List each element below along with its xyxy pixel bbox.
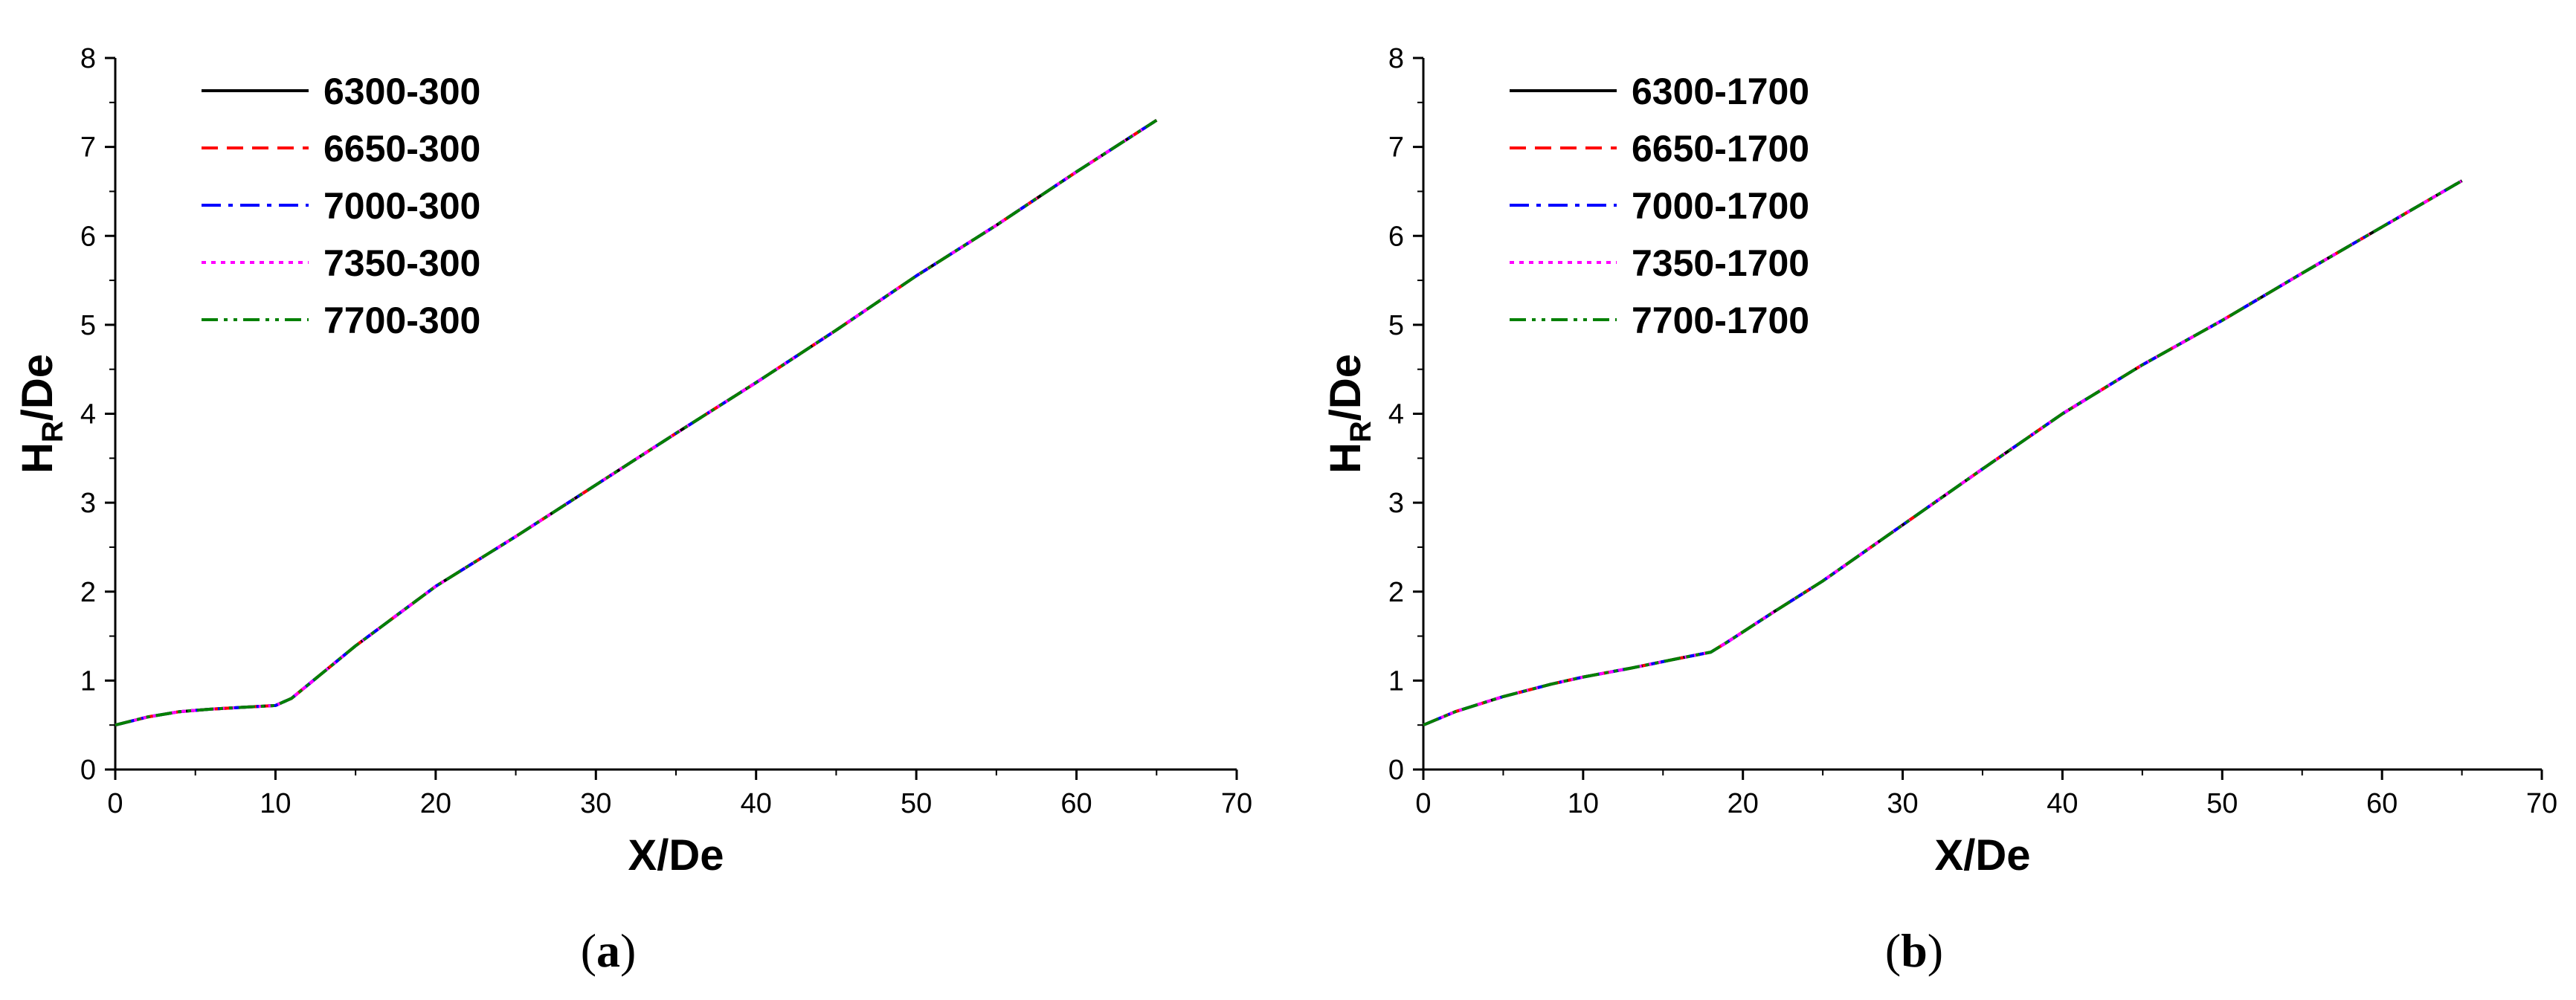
chart-b-y-axis-label-sub: R [1345,421,1377,442]
chart-b-legend-label: 7350-1700 [1632,242,1809,284]
chart-a-series-line-6300-300 [115,119,1158,727]
chart-a-y-tick-label: 1 [80,665,96,697]
chart-b-y-tick-label: 5 [1388,310,1404,341]
chart-a-x-tick-label: 50 [901,788,932,819]
chart-a-y-tick-label: 7 [80,132,96,164]
chart-a-x-tick-label: 30 [580,788,611,819]
chart-b-y-tick-label: 3 [1388,488,1404,519]
chart-a-legend-label: 6650-300 [323,128,480,170]
chart-b-x-tick-label: 70 [2526,788,2557,819]
chart-a-series-line-7700-300 [115,119,1158,727]
chart-a-caption-close: ) [620,924,636,977]
chart-a-x-tick-label: 0 [107,788,123,819]
chart-b-legend-label: 7700-1700 [1632,300,1809,341]
chart-b-y-tick-label: 8 [1388,43,1404,74]
chart-b-y-tick-label: 7 [1388,132,1404,164]
chart-a-y-tick-label: 0 [80,755,96,786]
chart-a-y-tick-label: 3 [80,488,96,519]
chart-b-caption: (b) [1885,924,1943,977]
chart-b-caption-letter: b [1901,924,1928,977]
chart-a-y-axis-label-suffix: /De [13,354,62,421]
chart-b-legend: 6300-1700 6650-1700 7000-1700 7350-1700 7700… [1510,71,1809,341]
chart-b-legend-label: 6300-1700 [1632,71,1809,112]
chart-a-legend-label: 7350-300 [323,242,480,284]
chart-a-legend-label: 6300-300 [323,71,480,112]
chart-b-y-axis-label: HR/De [1321,354,1377,474]
chart-a-x-tick-label: 70 [1221,788,1252,819]
chart-b-y-axis-label-suffix: /De [1321,354,1370,421]
chart-b-series-line-7700-1700 [1423,179,2463,727]
chart-a-caption: (a) [581,924,637,977]
chart-b-x-tick-label: 60 [2366,788,2398,819]
chart-b-y-tick-label: 6 [1388,221,1404,252]
chart-b-y-tick-label: 1 [1388,665,1404,697]
chart-b: 0 10 20 30 40 50 60 70 0 1 2 3 4 5 6 7 8 X/De HR/De 6300-17… [1321,43,2557,977]
chart-a-legend-label: 7700-300 [323,300,480,341]
chart-a-x-tick-label: 10 [260,788,291,819]
chart-b-caption-open: ( [1885,924,1901,977]
chart-b-y-tick-label: 0 [1388,755,1404,786]
chart-a-x-tick-label: 20 [420,788,451,819]
chart-b-x-tick-label: 50 [2206,788,2238,819]
chart-a-x-tick-label: 40 [741,788,772,819]
chart-a-legend: 6300-300 6650-300 7000-300 7350-300 7700-300 [202,71,480,341]
chart-a-legend-label: 7000-300 [323,185,480,227]
chart-a-series-line-7350-300 [115,119,1158,727]
chart-b-x-tick-label: 20 [1727,788,1759,819]
chart-b-caption-close: ) [1928,924,1943,977]
chart-a-y-axis-label-main: H [13,442,62,474]
chart-b-legend-label: 6650-1700 [1632,128,1809,170]
chart-b-x-tick-label: 30 [1887,788,1918,819]
chart-a-series-line-6650-300 [115,119,1158,727]
chart-b-y-axis-label-main: H [1321,442,1370,474]
chart-a-y-tick-label: 8 [80,43,96,74]
chart-b-legend-label: 7000-1700 [1632,185,1809,227]
chart-b-x-tick-label: 10 [1568,788,1599,819]
chart-a-y-tick-label: 6 [80,221,96,252]
chart-b-x-tick-label: 0 [1415,788,1431,819]
chart-a: 0 10 20 30 40 50 60 70 0 1 2 3 4 5 6 7 8 X/De HR/De 6300-30… [13,43,1252,977]
chart-a-series-line-7000-300 [115,119,1158,727]
chart-a-x-tick-label: 60 [1060,788,1092,819]
chart-b-x-axis-label: X/De [1935,831,2031,880]
chart-b-x-tick-label: 40 [2047,788,2078,819]
chart-a-y-tick-label: 5 [80,310,96,341]
chart-b-y-tick-label: 2 [1388,577,1404,608]
chart-b-y-tick-label: 4 [1388,399,1404,430]
chart-a-caption-letter: a [596,924,620,977]
chart-a-y-tick-label: 2 [80,577,96,608]
chart-a-y-tick-label: 4 [80,399,96,430]
chart-a-y-axis-label: HR/De [13,354,69,474]
chart-a-caption-open: ( [581,924,596,977]
chart-a-x-axis-label: X/De [628,831,724,880]
chart-a-y-axis-label-sub: R [36,421,69,442]
